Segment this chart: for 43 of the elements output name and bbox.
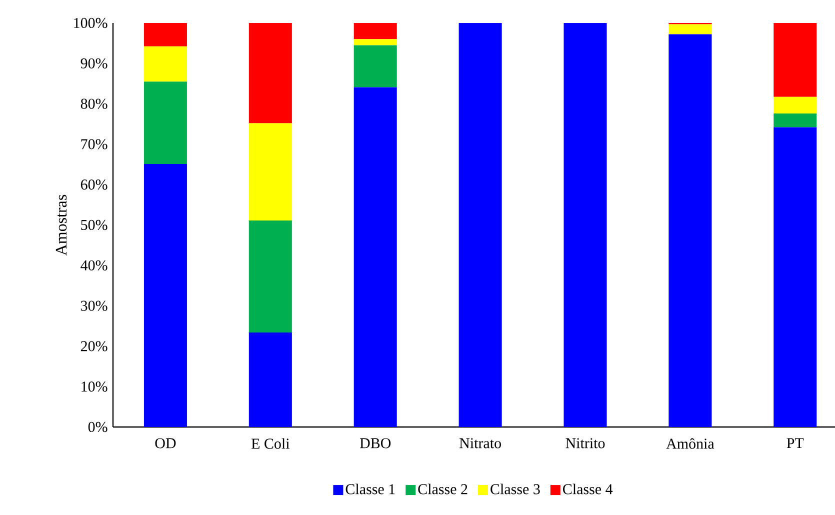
bar (248, 123, 292, 221)
bar (144, 164, 187, 427)
bar (458, 22, 502, 427)
legend-label: Classe 1 (346, 484, 395, 494)
x-tick-label: DBO (360, 438, 391, 448)
bar (774, 96, 817, 114)
bar (354, 39, 397, 46)
y-tick-label: 50% (81, 220, 108, 230)
y-tick-label: 80% (80, 98, 108, 109)
y-tick-label: 30% (81, 300, 108, 311)
bar (354, 22, 397, 40)
bar (248, 332, 292, 427)
y-tick-label: 60% (80, 180, 108, 190)
y-axis-title: Amostras (56, 194, 67, 256)
y-tick-label: 20% (80, 341, 108, 352)
legend-label: Classe 3 (490, 484, 540, 494)
bar (774, 113, 817, 128)
y-tick-label: 100% (74, 18, 108, 28)
y-tick-label: 10% (82, 382, 108, 392)
bar (144, 46, 187, 82)
bar (248, 22, 292, 124)
bar (668, 34, 712, 427)
x-tick-label: OD (155, 438, 176, 448)
bar (248, 220, 292, 332)
y-tick-label: 40% (80, 260, 108, 270)
bar (354, 45, 397, 88)
y-tick-label: 90% (80, 58, 108, 68)
y-tick-label: 0% (88, 422, 108, 432)
x-tick-label: Amônia (666, 438, 714, 449)
y-tick-label: 70% (81, 139, 108, 150)
bar (144, 22, 187, 46)
bar (144, 82, 187, 164)
legend-label: Classe 4 (563, 484, 613, 494)
bar (354, 87, 397, 427)
bar (774, 22, 817, 97)
legend-label: Classe 2 (418, 484, 468, 494)
bar (774, 127, 817, 427)
x-tick-label: Nitrito (566, 438, 605, 448)
x-tick-label: PT (786, 438, 804, 448)
x-tick-label: E Coli (251, 438, 290, 449)
bar (668, 24, 712, 34)
bar (564, 22, 607, 427)
x-tick-label: Nitrato (459, 438, 501, 448)
